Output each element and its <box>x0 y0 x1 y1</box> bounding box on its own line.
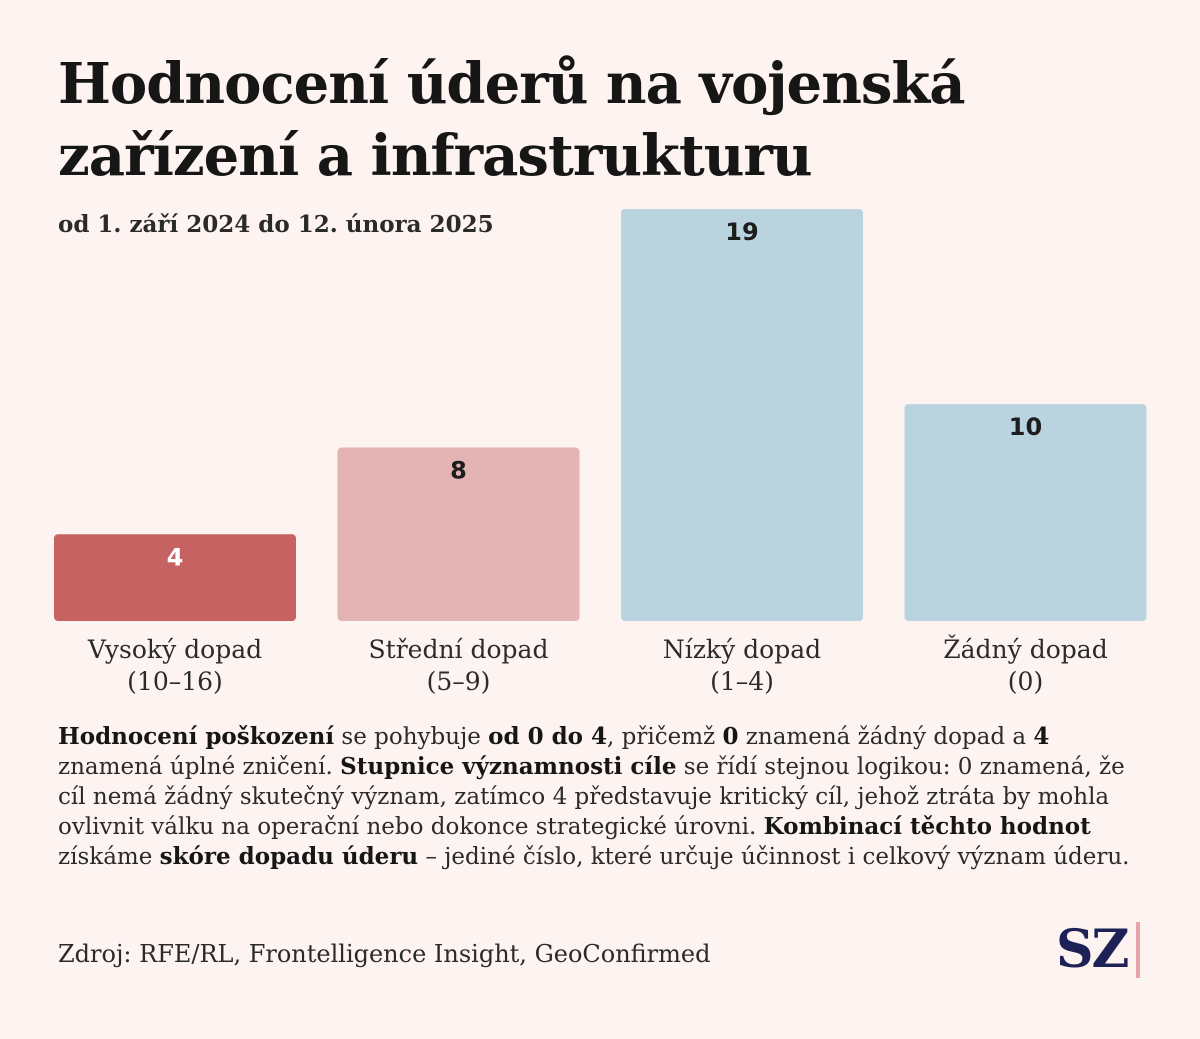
category-range-label: (10–16) <box>127 667 223 696</box>
bar-4 <box>904 404 1147 621</box>
description-run: se pohybuje <box>334 724 489 750</box>
logo-text: SZ <box>1056 919 1130 980</box>
bar-value-label: 10 <box>1009 413 1042 441</box>
bar-value-label: 4 <box>167 543 184 571</box>
description-run: znamená žádný dopad a <box>738 724 1034 750</box>
bar-1 <box>54 534 296 621</box>
category-range-label: (1–4) <box>710 667 774 696</box>
category-label: Žádný dopad <box>943 635 1107 664</box>
sz-logo: SZ <box>1056 920 1140 980</box>
source-note: Zdroj: RFE/RL, Frontelligence Insight, G… <box>58 940 711 968</box>
logo-accent-bar <box>1135 922 1140 978</box>
chart-subtitle: od 1. září 2024 do 12. února 2025 <box>58 211 494 238</box>
category-label: Střední dopad <box>369 635 549 664</box>
description-bold-run: 0 <box>722 723 739 750</box>
category-label: Nízký dopad <box>663 635 821 664</box>
description-bold-run: Kombinací těchto hodnot <box>763 813 1091 840</box>
methodology-description: Hodnocení poškození se pohybuje od 0 do … <box>58 722 1148 872</box>
bar-3 <box>621 209 863 621</box>
category-label: Vysoký dopad <box>87 635 262 664</box>
chart-title: Hodnocení úderů na vojenská zařízení a i… <box>58 51 966 189</box>
description-bold-run: 4 <box>1033 723 1050 750</box>
bar-value-label: 19 <box>725 218 758 246</box>
bar-2 <box>337 447 580 621</box>
bar-value-label: 8 <box>450 457 467 485</box>
description-bold-run: od 0 do 4 <box>488 723 608 750</box>
description-run: – jediné číslo, které určuje účinnost i … <box>418 844 1130 870</box>
description-run: znamená úplné zničení. <box>58 754 341 780</box>
category-range-label: (5–9) <box>427 667 491 696</box>
description-run: získáme <box>58 844 160 870</box>
description-bold-run: Stupnice významnosti cíle <box>340 753 677 780</box>
description-run: se řídí stejnou logikou: 0 znamená, že c… <box>58 754 1125 840</box>
bar-chart: 4 Vysoký dopad (10–16) 8 Střední dopad (5–9) 1… <box>54 209 1147 696</box>
description-bold-run: Hodnocení poškození <box>58 723 335 750</box>
category-range-label: (0) <box>1008 667 1043 696</box>
description-bold-run: skóre dopadu úderu <box>159 843 419 870</box>
description-run: , přičemž <box>607 724 723 750</box>
